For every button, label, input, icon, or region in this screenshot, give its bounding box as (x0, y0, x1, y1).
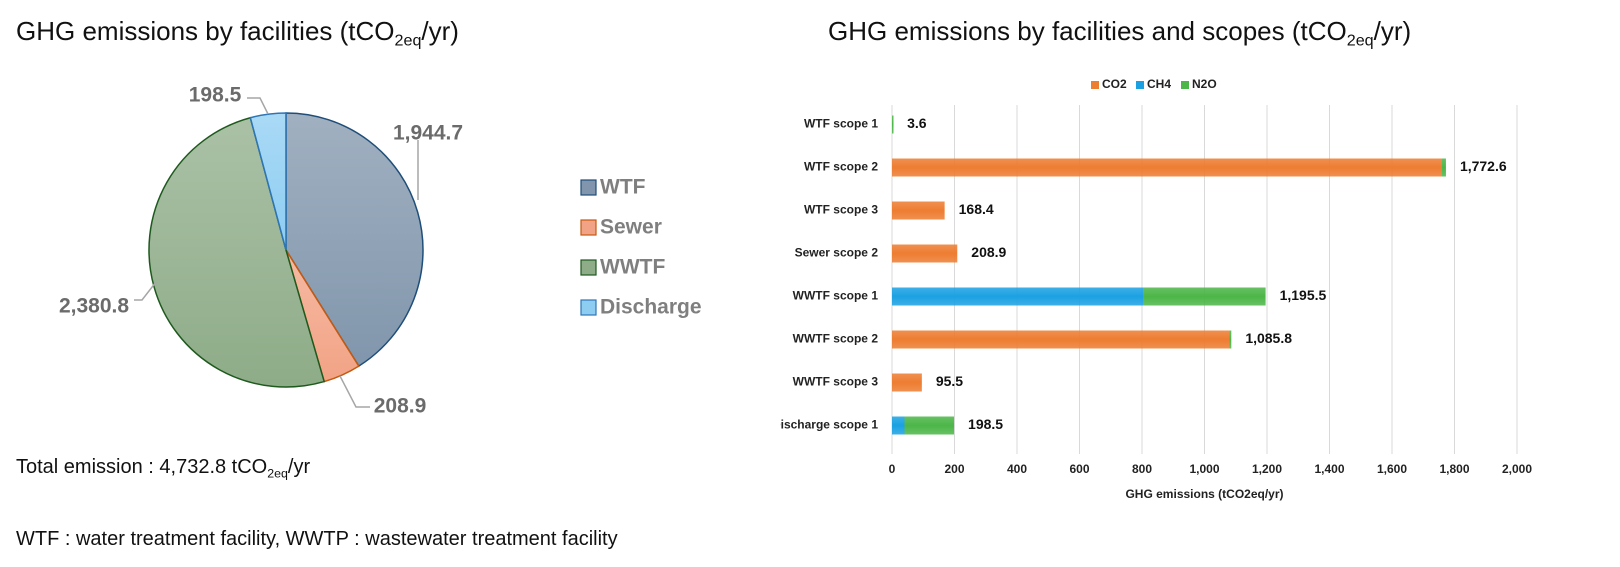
category-label-wtf-scope-2: WTF scope 2 (804, 160, 878, 174)
category-label-sewer-scope-2: Sewer scope 2 (795, 246, 879, 260)
category-label-wtf-scope-3: WTF scope 3 (804, 203, 878, 217)
pie-value-label-wtf: 1,944.7 (393, 122, 463, 145)
pie-legend-swatch-sewer (580, 219, 597, 236)
bar-legend-swatch-ch4 (1136, 81, 1144, 89)
x-tick-label: 1,800 (1439, 462, 1469, 476)
bar-wwtf-scope-2-co2 (892, 330, 1230, 349)
category-label-wwtf-scope-2: WWTF scope 2 (793, 332, 879, 346)
bar-value-label-wtf-scope-1: 3.6 (907, 115, 927, 131)
bar-value-label-sewer-scope-2: 208.9 (971, 244, 1006, 260)
bar-value-label-wwtf-scope-1: 1,195.5 (1280, 287, 1327, 303)
pie-leader-line-sewer (339, 375, 370, 408)
bar-chart-title: GHG emissions by facilities and scopes (… (828, 16, 1412, 50)
pie-legend-label-wwtf: WWTF (600, 256, 665, 279)
bar-sewer-scope-2-co2 (892, 244, 958, 263)
x-tick-label: 400 (1007, 462, 1027, 476)
bar-legend-label-n2o: N2O (1192, 77, 1217, 91)
pie-leader-line-wwtf (134, 281, 157, 301)
bar-value-label-wtf-scope-3: 168.4 (959, 201, 994, 217)
category-label-wwtf-scope-1: WWTF scope 1 (793, 289, 879, 303)
bar-value-label-discharge-scope-1: 198.5 (968, 416, 1003, 432)
bar-legend-swatch-n2o (1181, 81, 1189, 89)
total-emission-note: Total emission : 4,732.8 tCO2eq/yr (16, 456, 311, 481)
pie-legend-label-sewer: Sewer (600, 216, 662, 239)
bar-discharge-scope-1-ch4 (892, 416, 905, 435)
x-tick-label: 1,200 (1252, 462, 1282, 476)
x-axis-title: GHG emissions (tCO2eq/yr) (1125, 487, 1283, 501)
bar-value-label-wwtf-scope-3: 95.5 (936, 373, 963, 389)
x-tick-label: 1,400 (1314, 462, 1344, 476)
bar-wtf-scope-2-n2o (1442, 158, 1446, 177)
abbreviation-note: WTF : water treatment facility, WWTP : w… (16, 528, 618, 550)
bar-wwtf-scope-3-co2 (892, 373, 922, 392)
bar-wwtf-scope-1-ch4 (892, 287, 1144, 306)
pie-legend-label-wtf: WTF (600, 176, 646, 199)
pie-slice-wwtf (148, 116, 326, 388)
pie-value-label-sewer: 208.9 (374, 395, 427, 418)
x-tick-label: 200 (944, 462, 964, 476)
bar-wtf-scope-2-co2 (892, 158, 1442, 177)
pie-legend-swatch-wwtf (580, 259, 597, 276)
bar-legend-label-ch4: CH4 (1147, 77, 1171, 91)
pie-value-label-discharge: 198.5 (189, 84, 242, 107)
x-tick-label: 2,000 (1502, 462, 1532, 476)
pie-leader-line-discharge (247, 97, 269, 115)
bar-wtf-scope-3-co2 (892, 201, 945, 220)
bar-value-label-wtf-scope-2: 1,772.6 (1460, 158, 1507, 174)
category-label-wtf-scope-1: WTF scope 1 (804, 117, 878, 131)
x-tick-label: 0 (889, 462, 896, 476)
bar-discharge-scope-1-n2o (904, 416, 955, 435)
x-tick-label: 600 (1069, 462, 1089, 476)
bar-chart: CO2 CH4 N2O 0 200 400 600 800 1,000 1,200 1,400 1,6… (780, 77, 1532, 501)
x-tick-label: 800 (1132, 462, 1152, 476)
bar-value-label-wwtf-scope-2: 1,085.8 (1245, 330, 1292, 346)
pie-legend-label-discharge: Discharge (600, 296, 702, 319)
bar-legend-swatch-co2 (1091, 81, 1099, 89)
pie-chart-title: GHG emissions by facilities (tCO2eq/yr) (16, 16, 459, 50)
pie-slice-wtf (285, 112, 424, 368)
x-tick-label: 1,600 (1377, 462, 1407, 476)
pie-slice-discharge (249, 112, 287, 251)
category-label-wwtf-scope-3: WWTF scope 3 (793, 375, 879, 389)
pie-legend-swatch-wtf (580, 179, 597, 196)
category-label-discharge-scope-1: Discharge scope 1 (780, 418, 878, 432)
bar-wwtf-scope-2-n2o (1229, 330, 1232, 349)
x-tick-label: 1,000 (1189, 462, 1219, 476)
pie-value-label-wwtf: 2,380.8 (59, 295, 129, 318)
bar-wtf-scope-1-n2o (892, 115, 894, 134)
bar-legend-label-co2: CO2 (1102, 77, 1127, 91)
bar-wwtf-scope-1-n2o (1143, 287, 1266, 306)
pie-chart: 1,944.7 208.9 2,380.8 198.5 WTF Sewer WWTF Disc… (59, 84, 702, 418)
pie-legend-swatch-discharge (580, 299, 597, 316)
